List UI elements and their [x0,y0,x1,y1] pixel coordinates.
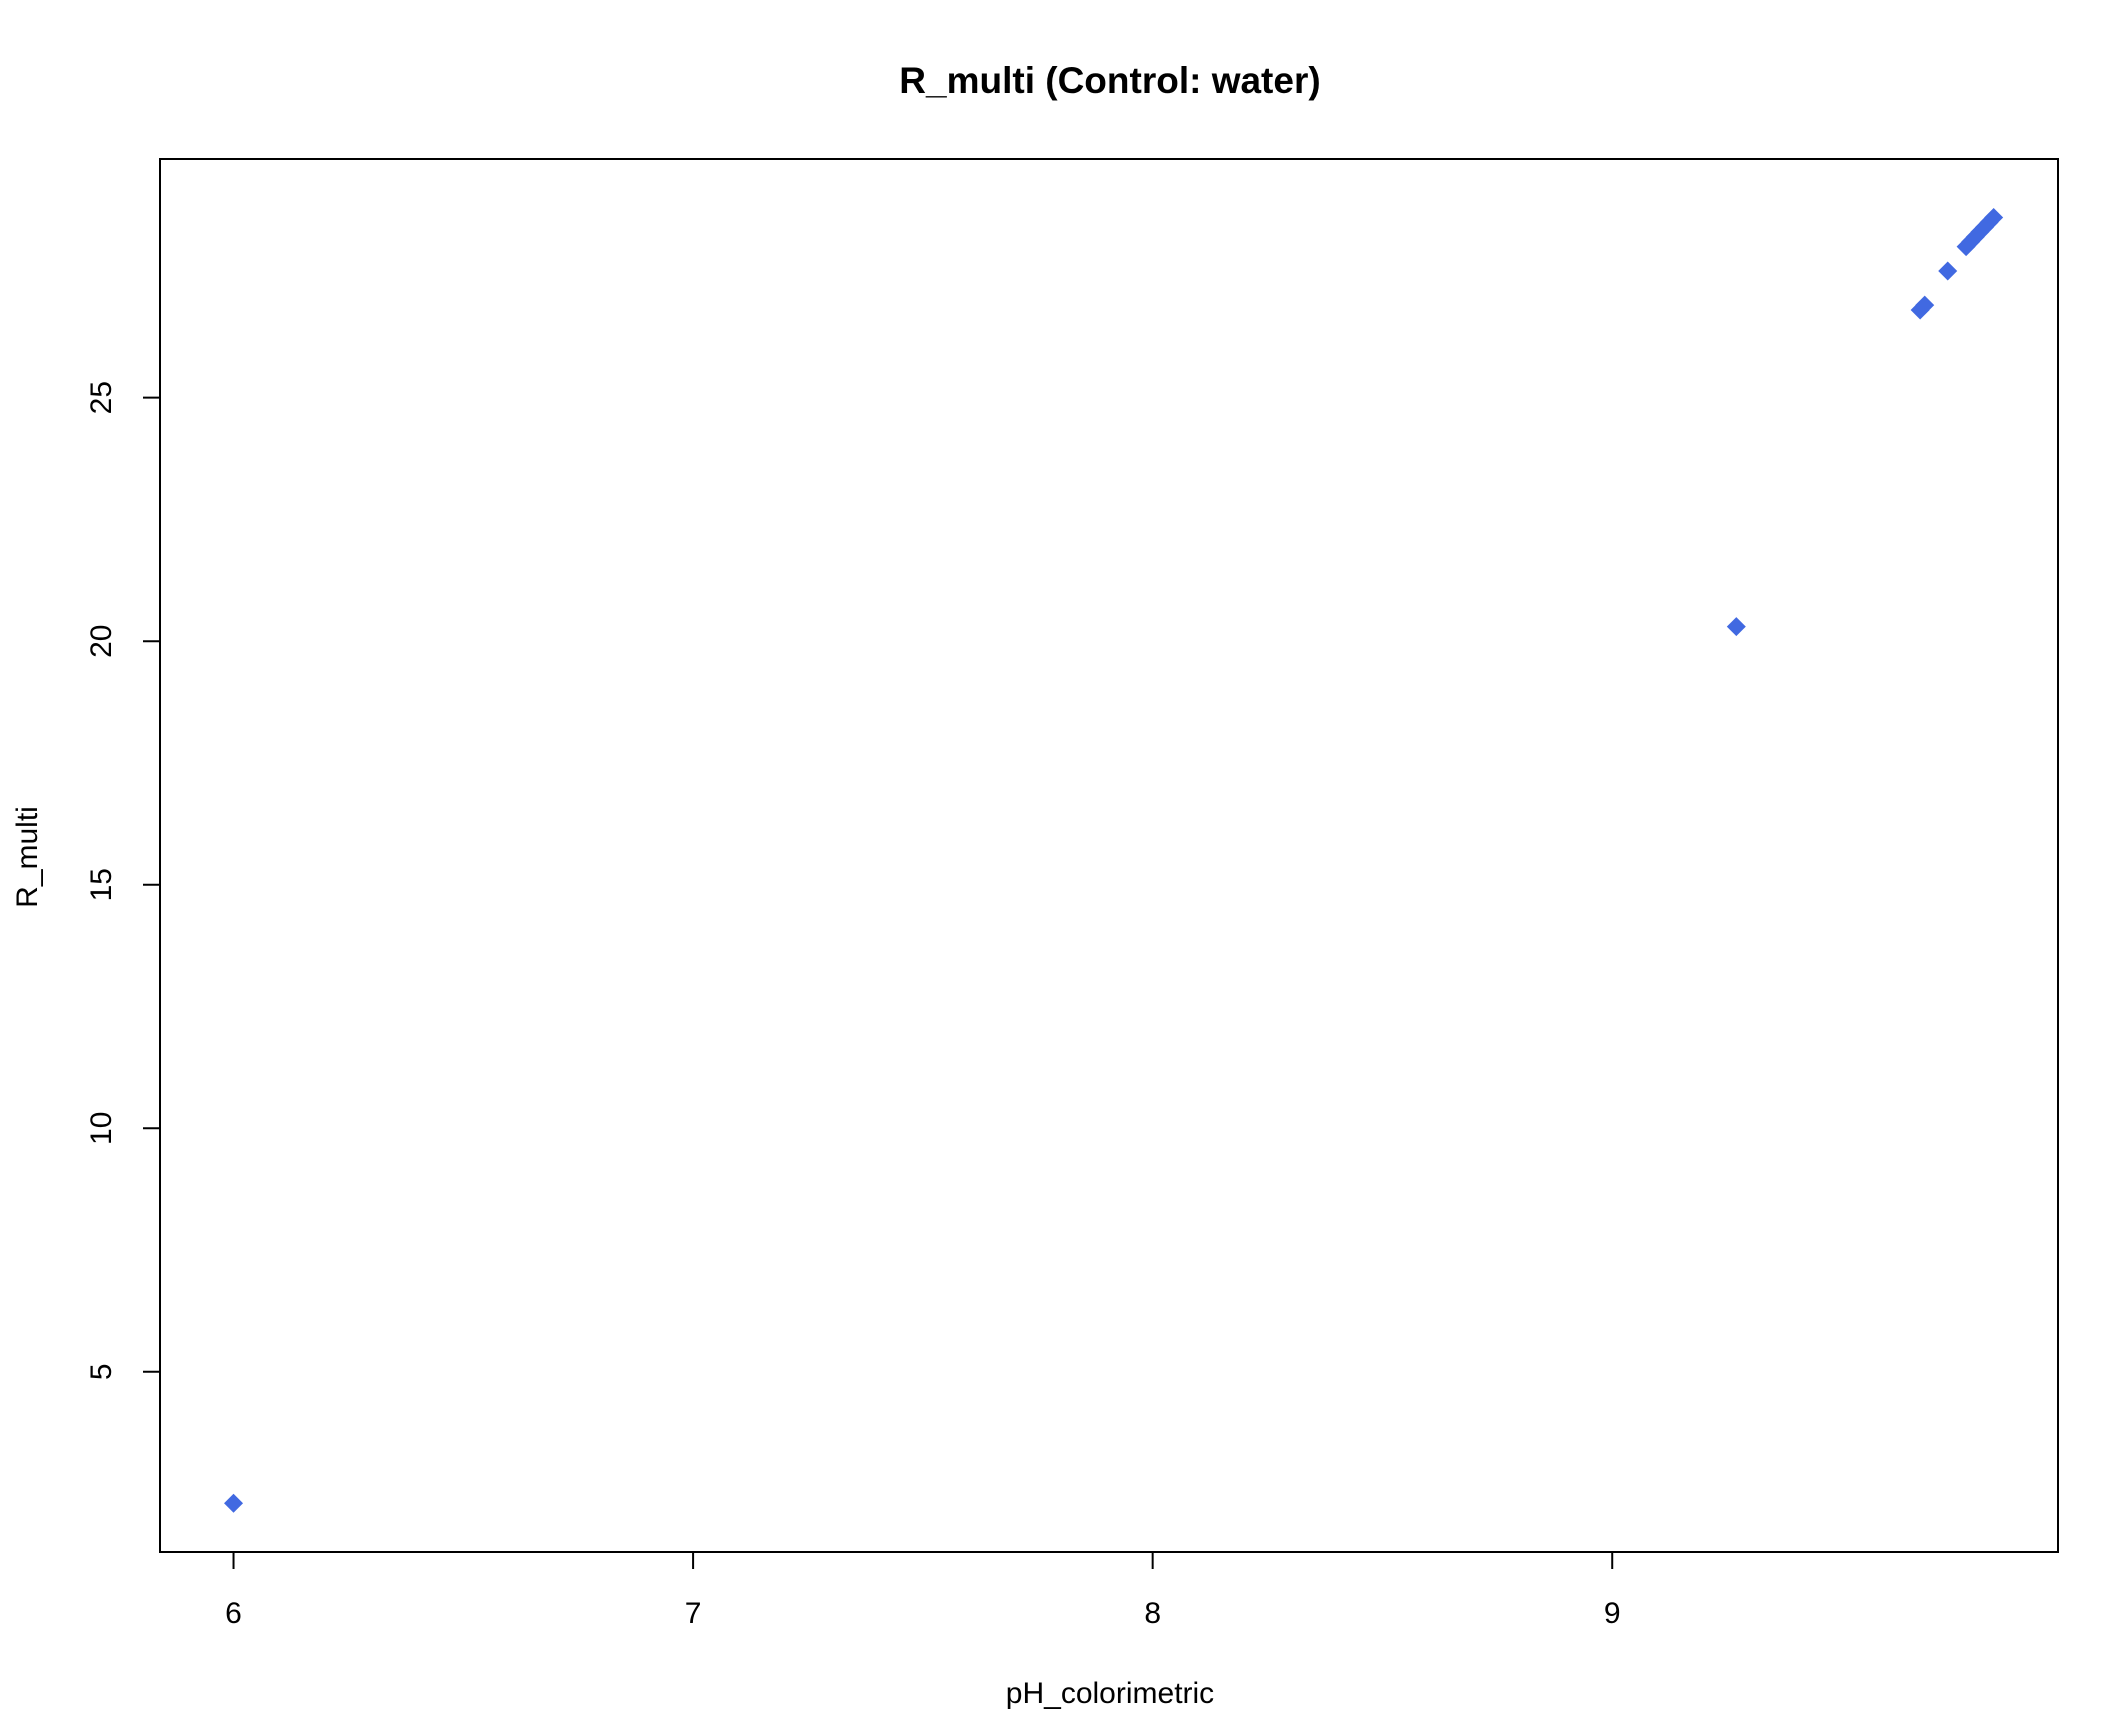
y-tick-label: 5 [85,1363,118,1380]
y-tick-label: 10 [85,1112,118,1145]
data-point [224,1493,244,1513]
data-points [224,207,2004,1513]
y-tick-label: 25 [85,381,118,414]
chart-title: R_multi (Control: water) [899,60,1320,101]
data-point [1726,617,1746,637]
data-point [1938,261,1958,281]
plot-frame [159,158,2059,1553]
data-point [1915,295,1935,315]
y-tick-label: 15 [85,868,118,901]
y-axis: 5 10 15 20 25 [85,381,161,1380]
x-tick-label: 8 [1144,1597,1161,1630]
x-tick-label: 6 [225,1597,242,1630]
x-axis-title: pH_colorimetric [1006,1677,1214,1710]
data-point [1984,207,2004,227]
x-tick-label: 9 [1604,1597,1621,1630]
x-tick-label: 7 [685,1597,702,1630]
y-tick-label: 20 [85,625,118,658]
y-axis-title: R_multi [11,806,44,908]
x-axis: 6 7 8 9 [225,1551,1621,1630]
